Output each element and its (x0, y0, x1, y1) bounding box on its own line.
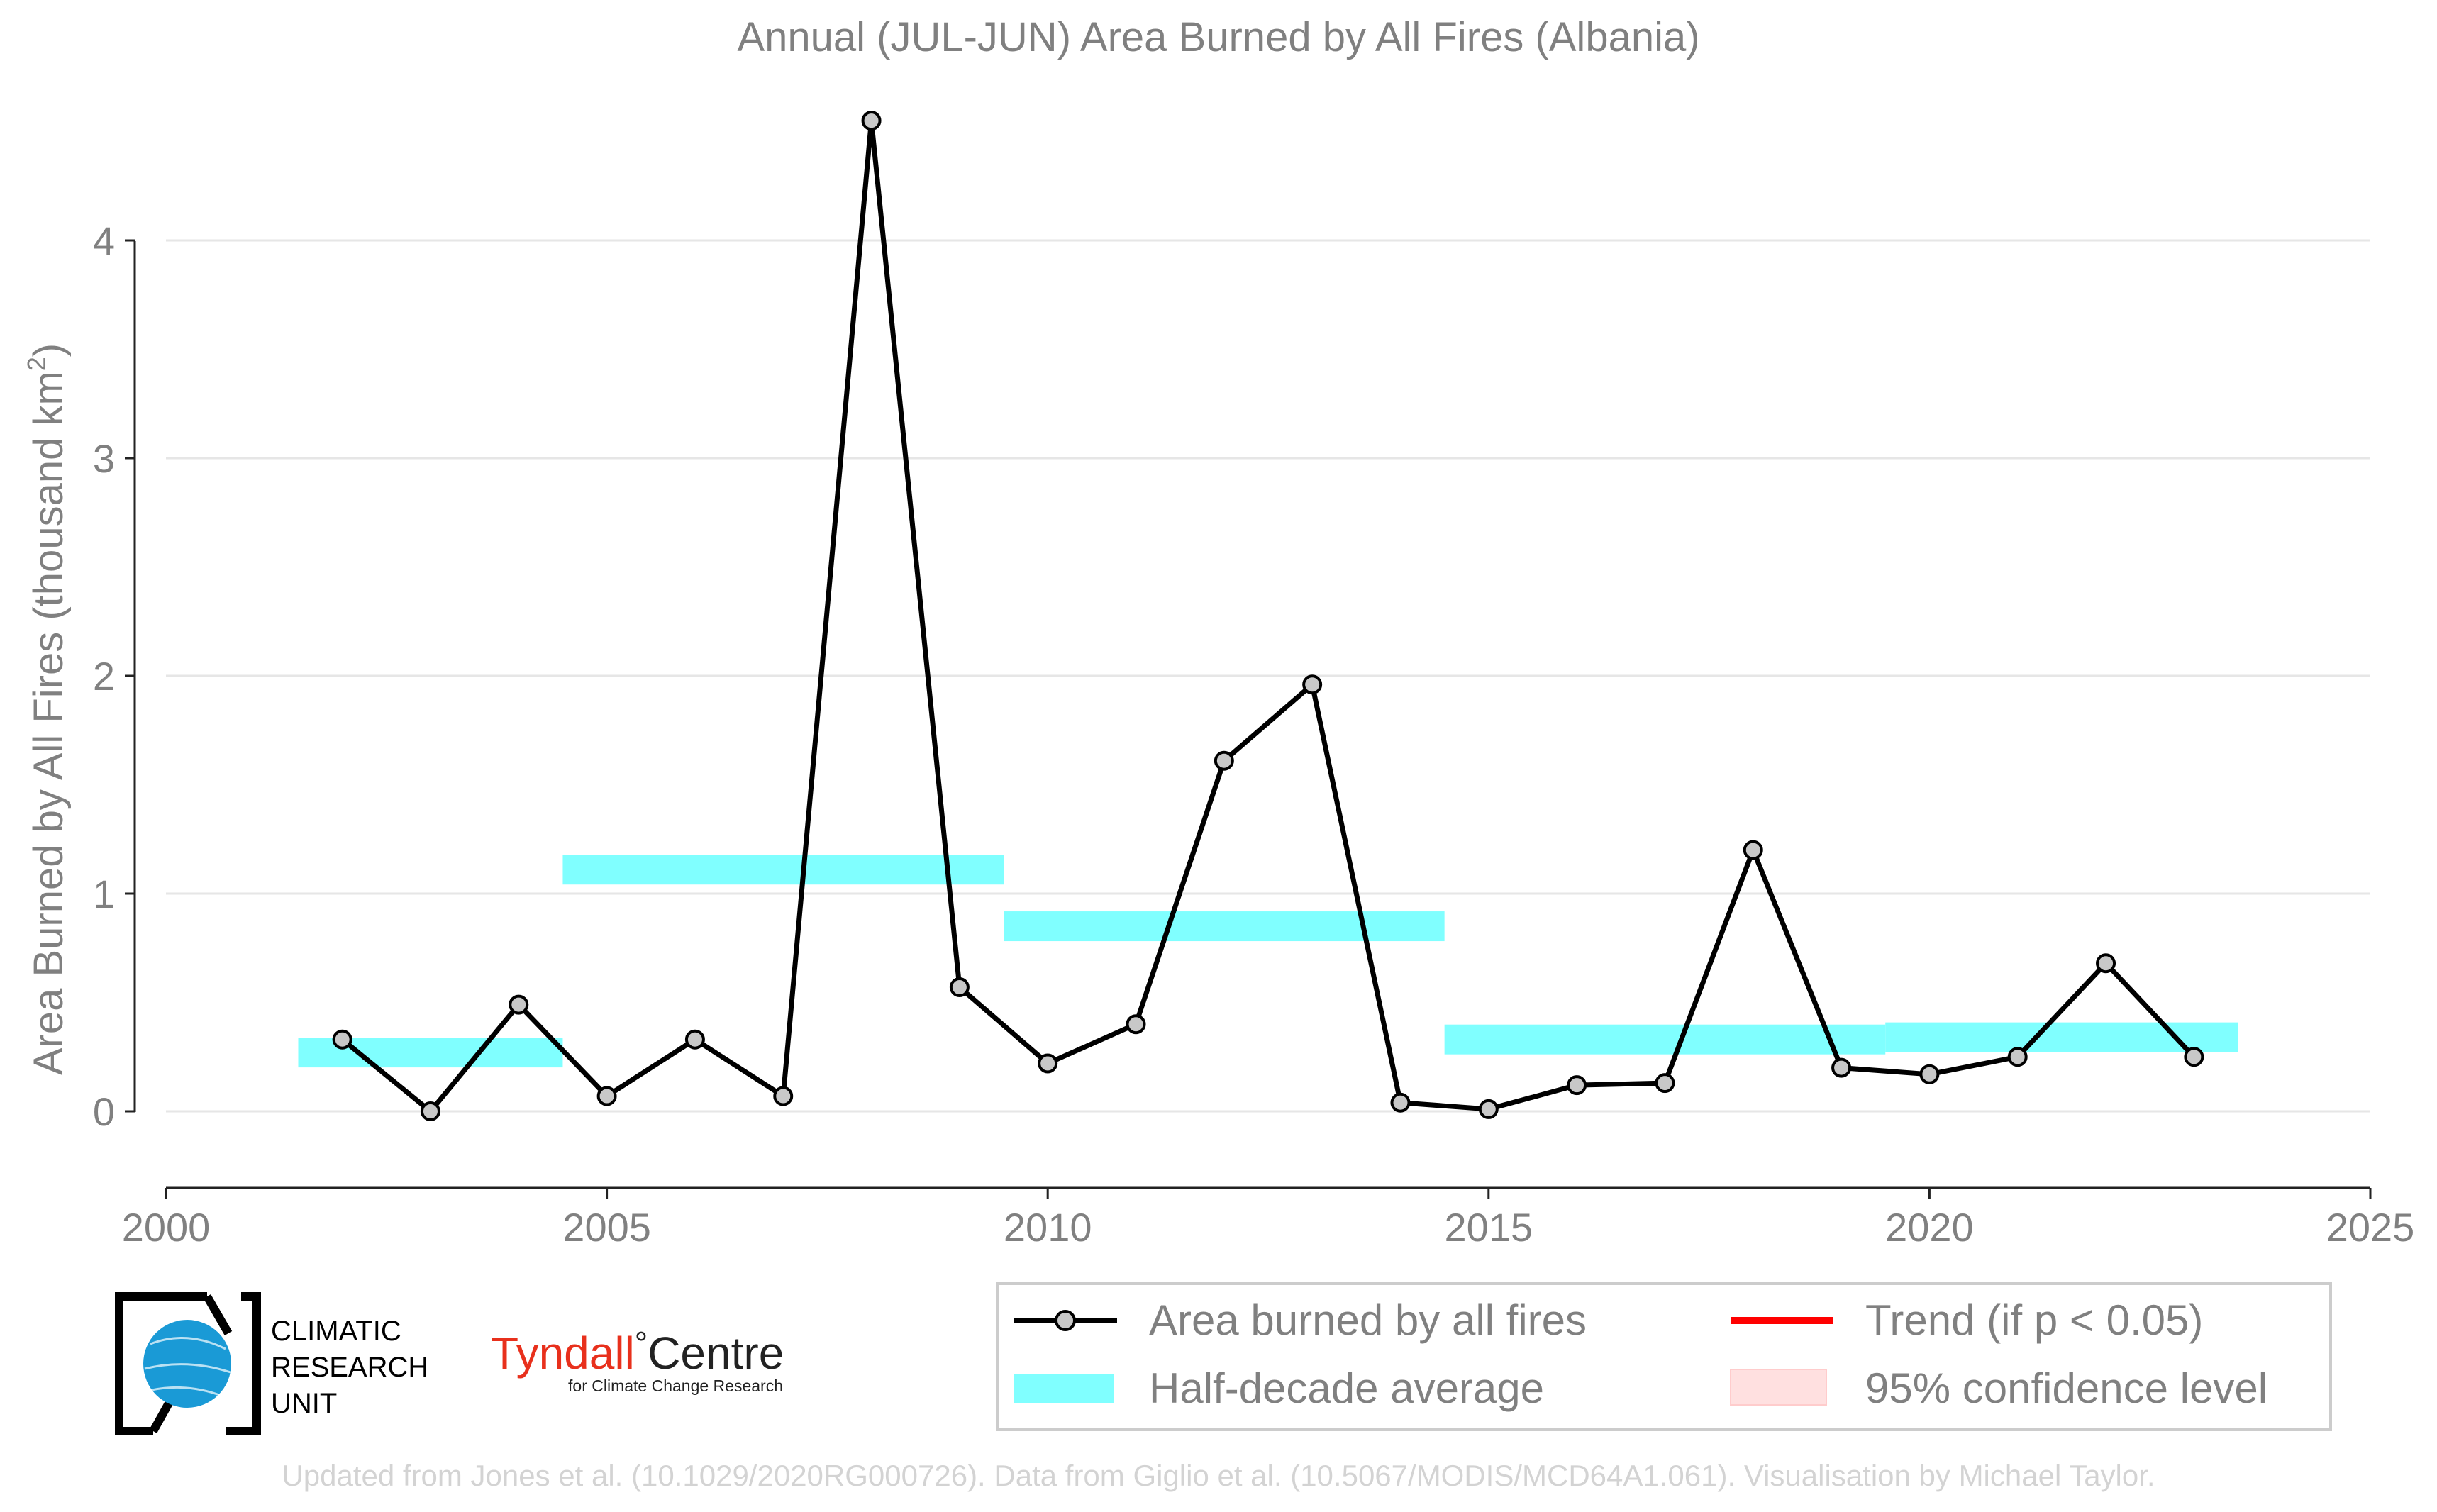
y-axis-label-superscript: 2 (22, 357, 51, 371)
tyndall-logo-degree: ° (635, 1325, 648, 1362)
x-tick-label: 2000 (122, 1205, 211, 1250)
x-tick-label: 2020 (1885, 1205, 1974, 1250)
data-point (1567, 1075, 1587, 1096)
cru-logo-slash (149, 1294, 233, 1433)
legend-item-half-decade: Half-decade average (1014, 1364, 1544, 1412)
data-point (1390, 1092, 1411, 1113)
y-axis-label-main: Area Burned by All Fires (thousand km (26, 371, 72, 1075)
cru-logo-line2: RESEARCH (271, 1352, 428, 1383)
legend-marker-swatch (1055, 1310, 1076, 1331)
data-point (1655, 1073, 1675, 1094)
y-tick-label: 2 (93, 654, 115, 699)
x-ticks: 2000 2005 2010 2015 2020 2025 (122, 1188, 2415, 1250)
half-decade-average-bar (562, 855, 1004, 885)
data-point (949, 977, 970, 998)
legend-confidence-swatch (1730, 1369, 1827, 1406)
tyndall-logo-subtitle: for Climate Change Research (568, 1377, 783, 1395)
cru-logo-line1: CLIMATIC (271, 1316, 401, 1347)
tyndall-logo: Tyndall°Centre for Climate Change Resear… (491, 1325, 784, 1395)
x-tick-label: 2005 (562, 1205, 651, 1250)
cru-logo: CLIMATIC RESEARCH UNIT (115, 1292, 428, 1435)
legend: Area burned by all fires Half-decade ave… (996, 1282, 2332, 1431)
y-ticks: 0 1 2 3 4 (93, 218, 135, 1134)
half-decade-average-bar (1885, 1022, 2238, 1052)
tyndall-logo-title: Tyndall°Centre (491, 1325, 784, 1379)
data-point (1831, 1057, 1852, 1078)
legend-label: Area burned by all fires (1149, 1296, 1587, 1344)
x-tick-label: 2015 (1445, 1205, 1533, 1250)
y-tick-label: 1 (93, 872, 115, 916)
footer-credit: Updated from Jones et al. (10.1029/2020R… (282, 1459, 2155, 1492)
x-tick-label: 2025 (2326, 1205, 2415, 1250)
gridlines (166, 239, 2370, 1113)
half-decade-average-bar (1004, 911, 1445, 942)
data-point (2007, 1047, 2028, 1067)
data-point (1743, 840, 1763, 860)
cru-logo-frame (115, 1292, 261, 1435)
legend-label: 95% confidence level (1865, 1364, 2267, 1412)
series-line (340, 118, 2196, 1114)
tyndall-logo-name: Tyndall (491, 1328, 635, 1379)
chart-title: Annual (JUL-JUN) Area Burned by All Fire… (737, 14, 1699, 60)
y-tick-label: 3 (93, 436, 115, 481)
x-tick-label: 2010 (1004, 1205, 1092, 1250)
data-point (2184, 1047, 2204, 1067)
legend-label: Half-decade average (1149, 1364, 1544, 1412)
y-axis-label: Area Burned by All Fires (thousand km2) (22, 343, 72, 1075)
data-point (1214, 750, 1234, 771)
legend-item-trend: Trend (if p < 0.05) (1731, 1296, 2203, 1344)
data-point (684, 1029, 705, 1050)
data-point (332, 1029, 352, 1050)
y-axis-label-close: ) (26, 343, 72, 357)
legend-item-area-burned: Area burned by all fires (1014, 1296, 1587, 1344)
data-point (773, 1086, 794, 1106)
globe-icon-contours (144, 1337, 231, 1397)
data-point (1919, 1064, 1940, 1084)
data-point (596, 1086, 617, 1106)
legend-item-confidence: 95% confidence level (1730, 1364, 2267, 1412)
y-tick-label: 0 (93, 1089, 115, 1134)
legend-label: Trend (if p < 0.05) (1865, 1296, 2203, 1344)
data-point (1302, 674, 1323, 695)
cru-logo-line3: UNIT (271, 1388, 337, 1419)
series-area-burned (332, 111, 2204, 1121)
data-point (420, 1101, 440, 1121)
data-point (861, 111, 882, 131)
y-tick-label: 4 (93, 218, 115, 263)
half-decade-average-bars (298, 855, 2238, 1068)
half-decade-average-bar (1444, 1024, 1886, 1055)
tyndall-logo-centre: Centre (648, 1328, 784, 1379)
data-point (1126, 1014, 1146, 1035)
legend-band-swatch (1014, 1374, 1114, 1403)
data-point (1038, 1053, 1058, 1074)
data-point (1478, 1099, 1499, 1119)
data-point (509, 994, 529, 1015)
data-point (2096, 953, 2116, 974)
legend-box (996, 1282, 2332, 1431)
